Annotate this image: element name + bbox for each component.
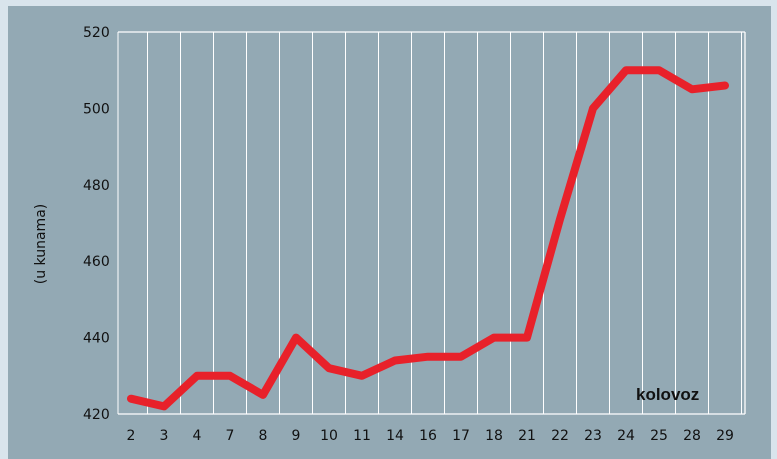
x-tick-label: 18 <box>485 428 503 444</box>
data-point <box>523 334 531 342</box>
data-point <box>622 66 630 74</box>
month-annotation: kolovoz <box>636 385 699 404</box>
data-point <box>721 81 729 89</box>
plot-area <box>118 32 745 414</box>
data-point <box>391 357 399 365</box>
x-tick-label: 11 <box>353 428 371 444</box>
data-point <box>424 353 432 361</box>
y-tick-label: 480 <box>83 178 110 194</box>
data-point <box>127 395 135 403</box>
data-point <box>325 364 333 372</box>
x-tick-label: 16 <box>419 428 437 444</box>
x-tick-label: 22 <box>551 428 569 444</box>
data-point <box>589 104 597 112</box>
x-tick-label: 2 <box>127 428 136 444</box>
data-point <box>226 372 234 380</box>
y-tick-label: 520 <box>83 25 110 41</box>
data-point <box>358 372 366 380</box>
x-tick-label: 23 <box>584 428 602 444</box>
x-tick-label: 14 <box>386 428 404 444</box>
x-tick-label: 29 <box>716 428 734 444</box>
data-point <box>490 334 498 342</box>
x-tick-label: 7 <box>226 428 235 444</box>
x-tick-label: 24 <box>617 428 635 444</box>
x-tick-label: 10 <box>320 428 338 444</box>
data-point <box>193 372 201 380</box>
data-point <box>259 391 267 399</box>
x-tick-label: 9 <box>292 428 301 444</box>
x-tick-label: 8 <box>259 428 268 444</box>
x-tick-label: 25 <box>650 428 668 444</box>
x-tick-label: 17 <box>452 428 470 444</box>
y-tick-label: 420 <box>83 407 110 423</box>
data-point <box>655 66 663 74</box>
x-tick-label: 21 <box>518 428 536 444</box>
y-tick-label: 500 <box>83 101 110 117</box>
x-axis-ticks: 2 3 4 7 8 9 10 11 14 16 17 18 21 22 23 24 25 28 29 <box>127 428 734 444</box>
grid <box>117 32 742 414</box>
data-point <box>160 402 168 410</box>
x-tick-label: 28 <box>683 428 701 444</box>
y-tick-label: 440 <box>83 331 110 347</box>
y-axis-ticks: 420 440 460 480 500 520 <box>83 25 110 423</box>
x-tick-label: 4 <box>193 428 202 444</box>
data-point <box>688 85 696 93</box>
plot-frame <box>118 31 746 415</box>
y-axis-label: (u kunama) <box>33 204 49 284</box>
x-tick-label: 3 <box>160 428 169 444</box>
data-point <box>292 334 300 342</box>
data-point <box>457 353 465 361</box>
data-point <box>556 215 564 223</box>
y-tick-label: 460 <box>83 254 110 270</box>
